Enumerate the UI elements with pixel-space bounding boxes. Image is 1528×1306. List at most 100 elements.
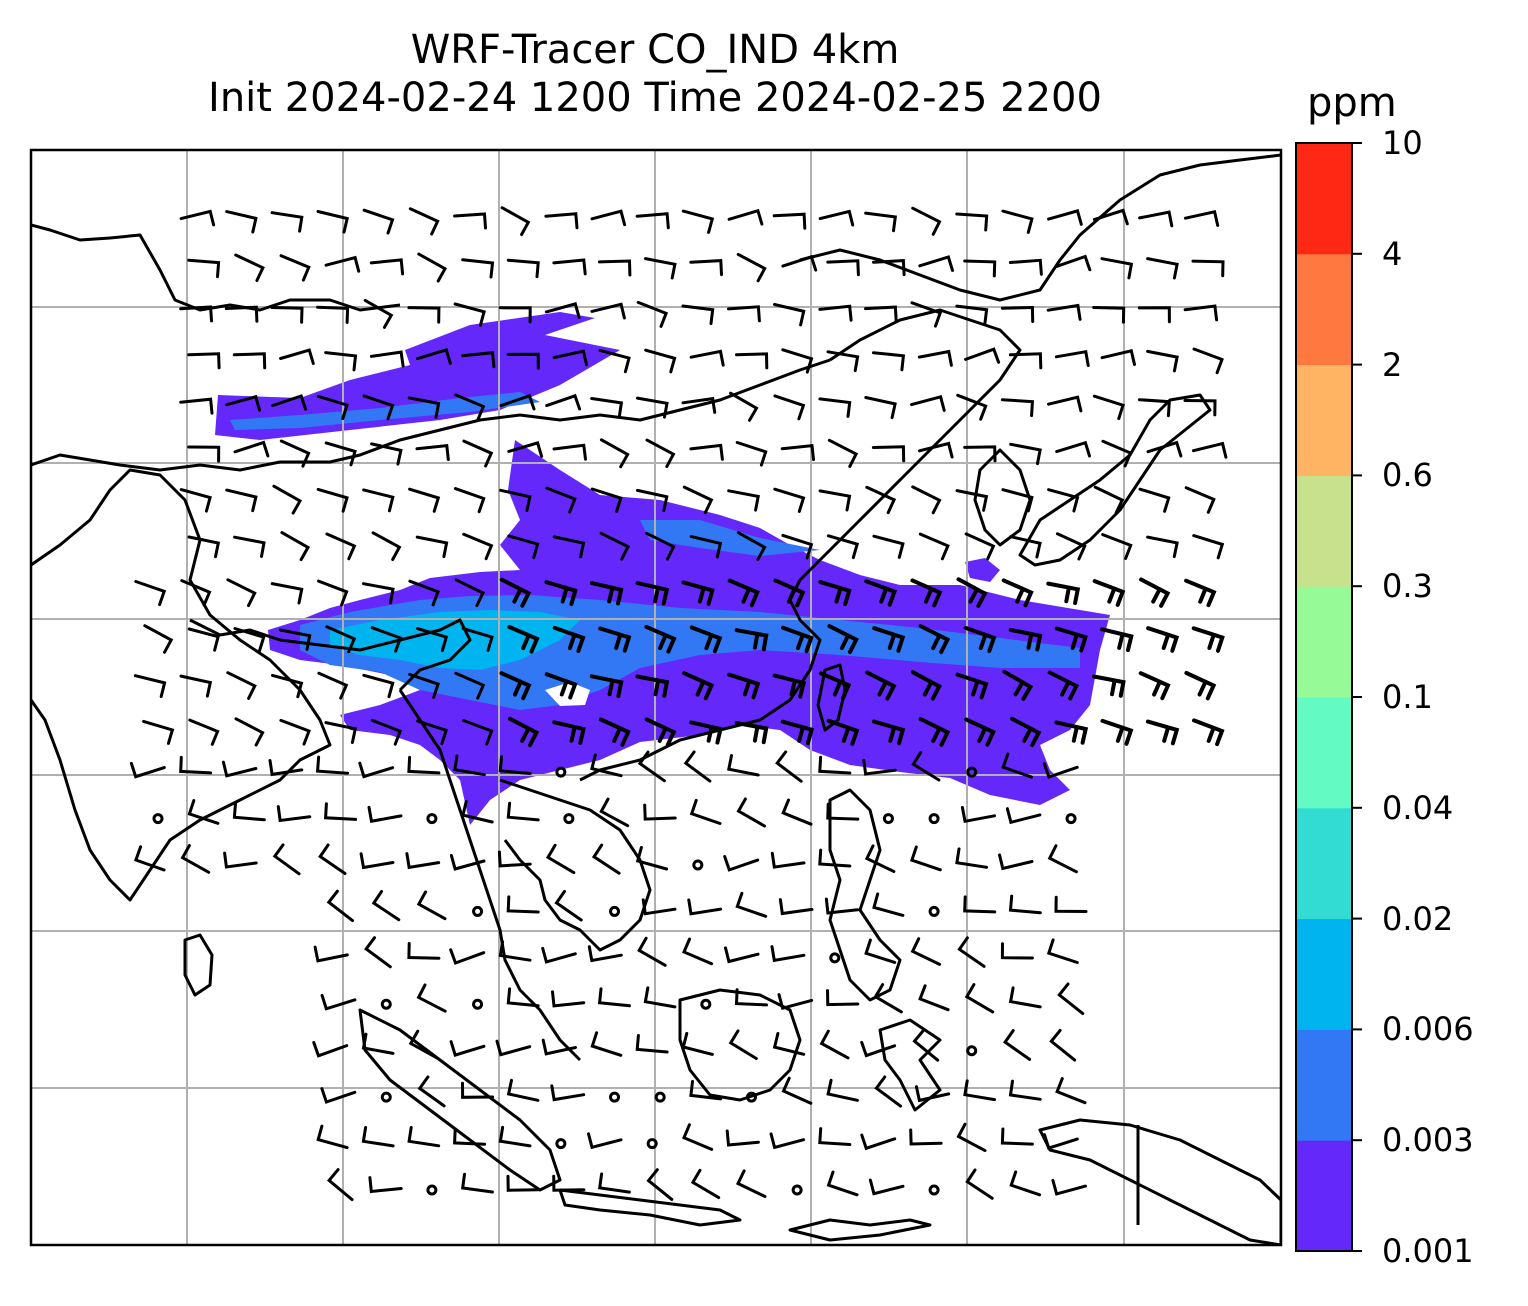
wind-barb <box>864 844 896 873</box>
wind-barb <box>1191 259 1225 278</box>
wind-barb <box>129 761 166 779</box>
wind-barb <box>272 484 303 515</box>
wind-barb <box>226 578 257 608</box>
wind-barb <box>734 628 769 652</box>
wind-barb <box>316 487 349 513</box>
wind-barb <box>641 898 677 916</box>
wind-barb <box>416 890 447 921</box>
wind-barb <box>645 438 676 469</box>
wind-barb <box>1008 1079 1042 1101</box>
wind-barb <box>778 898 814 916</box>
wind-barb <box>133 845 166 872</box>
wind-barb <box>1184 486 1216 514</box>
title-line-1: WRF-Tracer CO_IND 4km <box>410 27 900 73</box>
wind-barb <box>682 937 714 966</box>
wind-barb <box>417 252 448 283</box>
wind-barb <box>1008 627 1043 652</box>
wind-barb <box>965 1168 994 1200</box>
plume-north-band <box>215 312 620 440</box>
wind-barb <box>179 397 214 415</box>
colorbar-segment <box>1296 586 1352 698</box>
wind-barb <box>407 396 441 419</box>
wind-barb <box>1092 208 1129 226</box>
coast-korea <box>973 448 1032 547</box>
wind-barb <box>187 799 220 825</box>
wind-barb <box>644 624 677 654</box>
wind-barb <box>545 393 582 411</box>
wind-barb <box>1005 807 1042 825</box>
colorbar-segment <box>1296 697 1352 809</box>
wind-barb <box>689 535 723 559</box>
wind-barb <box>363 298 394 329</box>
wind-barb <box>462 439 494 468</box>
wind-barb <box>910 937 942 966</box>
wind-barb <box>1001 488 1034 513</box>
wind-barb <box>506 987 540 1008</box>
wind-barb <box>279 254 311 282</box>
wind-barb <box>1100 627 1134 652</box>
wind-barb <box>1146 349 1179 373</box>
wind-barb <box>780 443 815 461</box>
wind-barb <box>1055 254 1092 272</box>
wind-barb <box>320 1087 357 1104</box>
wind-barb <box>1100 348 1136 366</box>
calm-wind-circle <box>380 998 392 1010</box>
wind-barb <box>506 1174 540 1192</box>
wind-barb <box>1145 719 1180 746</box>
wind-barb <box>590 302 626 320</box>
wind-barb <box>910 394 946 412</box>
wind-barb <box>637 750 666 783</box>
wind-barb <box>1100 257 1134 280</box>
wind-barb <box>453 212 487 230</box>
wind-barb <box>371 890 401 922</box>
wind-barb <box>734 721 769 745</box>
wind-barb <box>826 1170 859 1197</box>
wind-barb <box>179 305 213 323</box>
wind-barbs <box>129 206 1228 1202</box>
colorbar-tick-label: 0.04 <box>1382 788 1454 827</box>
wind-barb <box>1092 394 1125 421</box>
wind-barb <box>370 626 403 653</box>
wind-barb <box>918 984 950 1012</box>
wind-barb <box>590 487 623 513</box>
wind-barb <box>499 393 536 411</box>
wind-barb <box>735 891 768 918</box>
wind-barb <box>689 625 723 654</box>
calm-wind-circle <box>791 1184 803 1196</box>
wind-barb <box>1051 1178 1087 1196</box>
wind-barb <box>955 672 989 700</box>
wind-barb <box>1100 718 1134 746</box>
colorbar-unit-label: ppm <box>1307 80 1397 126</box>
wind-barb <box>461 800 494 824</box>
colorbar-ticks <box>1352 142 1362 1252</box>
wind-barb <box>554 889 583 922</box>
wind-barb <box>232 352 267 370</box>
wind-barb <box>780 719 815 746</box>
wind-barb <box>359 852 395 870</box>
wind-barb <box>453 1127 487 1146</box>
wind-barb <box>1057 982 1085 1016</box>
colorbar-segment <box>1296 1029 1352 1141</box>
wind-barb <box>587 1132 623 1150</box>
wind-barb <box>690 1168 721 1200</box>
wind-barb <box>736 252 767 283</box>
wind-barb <box>769 1132 806 1150</box>
calm-wind-circle <box>654 1091 666 1103</box>
wind-barb <box>636 300 669 328</box>
wind-barb <box>1047 209 1083 226</box>
wind-barb <box>415 535 449 559</box>
wind-barb <box>324 721 358 744</box>
wind-barb <box>727 208 764 226</box>
wind-barb <box>224 305 259 323</box>
wind-barb <box>544 672 578 700</box>
wind-barb <box>826 989 860 1007</box>
wind-barb <box>773 394 806 421</box>
wind-barb <box>271 673 304 699</box>
wind-barb <box>910 301 943 328</box>
wind-barb <box>918 532 950 561</box>
wind-barb <box>367 805 403 823</box>
wind-barb <box>872 259 906 277</box>
plume-north-band-inner <box>230 392 540 430</box>
wind-barb <box>272 843 301 876</box>
wind-barb <box>911 485 942 515</box>
